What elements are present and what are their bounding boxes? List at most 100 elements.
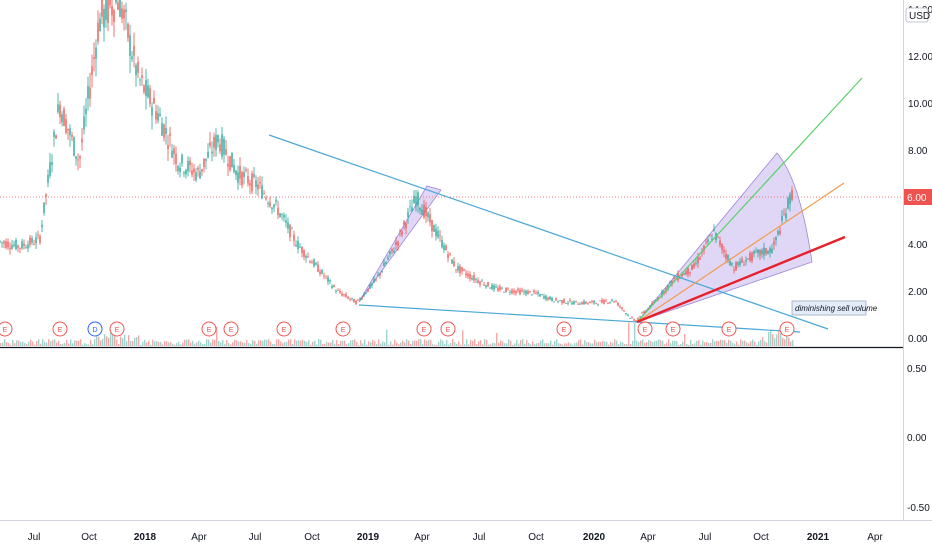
volume-bar xyxy=(134,337,136,346)
candle-body xyxy=(293,234,295,241)
candle-body xyxy=(625,313,627,315)
support-line-red[interactable] xyxy=(636,235,846,324)
volume-bar xyxy=(694,343,696,346)
volume-bar xyxy=(544,343,546,346)
earnings-marker[interactable]: E xyxy=(721,321,737,337)
candle-body xyxy=(531,294,533,296)
currency-label: USD xyxy=(909,11,930,22)
candle-body xyxy=(369,284,371,289)
candle-body xyxy=(615,301,617,303)
volume-bar xyxy=(344,340,346,346)
earnings-marker[interactable]: E xyxy=(0,321,13,337)
candle-body xyxy=(753,251,755,254)
candle-body xyxy=(281,214,283,216)
candle-body xyxy=(115,0,117,3)
pitch-fan-right[interactable] xyxy=(635,152,813,323)
downtrend-line-upper[interactable] xyxy=(268,134,829,330)
earnings-marker[interactable]: E xyxy=(52,321,68,337)
candle-body xyxy=(199,171,201,179)
candle-body xyxy=(567,302,569,304)
candle-body xyxy=(195,172,197,180)
oscillator-axis[interactable]: 0.50 0.00 -0.50 xyxy=(907,364,930,514)
candle-body xyxy=(439,235,441,237)
volume-bar xyxy=(338,343,340,346)
candle-body xyxy=(515,291,517,294)
candle-body xyxy=(507,288,509,290)
volume-bar xyxy=(782,337,784,346)
candle-body xyxy=(105,0,107,21)
earnings-marker[interactable]: E xyxy=(440,321,456,337)
volume-bar xyxy=(324,343,326,346)
candle-body xyxy=(523,291,525,293)
volume-bar xyxy=(18,340,20,346)
candle-body xyxy=(607,303,609,304)
fan-line-green[interactable] xyxy=(636,77,863,323)
volume-bar xyxy=(34,344,36,346)
candle-body xyxy=(205,158,207,161)
volume-bar xyxy=(258,340,260,346)
volume-bar xyxy=(202,343,204,346)
earnings-marker[interactable]: E xyxy=(335,321,351,337)
candle-body xyxy=(349,298,351,300)
current-price-label: 6.00 xyxy=(907,193,927,204)
candle-body xyxy=(421,209,423,215)
candle-body xyxy=(185,169,187,175)
fan-line-orange[interactable] xyxy=(636,182,845,323)
volume-bar xyxy=(386,329,388,346)
volume-bar xyxy=(722,340,724,346)
candle-body xyxy=(187,160,189,172)
volume-bar xyxy=(790,341,792,346)
volume-bar xyxy=(396,342,398,346)
candle-body xyxy=(123,9,125,19)
annotation-box[interactable]: diminishing sell volume xyxy=(791,300,878,316)
candle-body xyxy=(203,158,205,168)
candle-body xyxy=(539,294,541,297)
volume-bar xyxy=(488,344,490,346)
earnings-marker[interactable]: E xyxy=(779,321,795,337)
volume-bar xyxy=(714,341,716,346)
candle-body xyxy=(613,301,615,303)
volume-bar xyxy=(402,340,404,346)
volume-bar xyxy=(252,340,254,346)
volume-bar xyxy=(760,339,762,346)
candle-body xyxy=(545,295,547,300)
volume-bar xyxy=(206,339,208,346)
earnings-marker[interactable]: E xyxy=(416,321,432,337)
earnings-marker[interactable]: E xyxy=(637,321,653,337)
candle-body xyxy=(557,301,559,302)
candle-body xyxy=(465,273,467,276)
earnings-marker[interactable]: E xyxy=(556,321,572,337)
volume-bar xyxy=(448,344,450,346)
volume-bar xyxy=(70,339,72,346)
candle-body xyxy=(141,75,143,78)
candle-body xyxy=(221,134,223,157)
volume-bar xyxy=(406,339,408,346)
earnings-marker[interactable]: E xyxy=(223,321,239,337)
candle-body xyxy=(505,287,507,293)
earnings-marker[interactable]: E xyxy=(665,321,681,337)
y-tick-label: 10.00 xyxy=(908,99,932,110)
pitch-fan-left[interactable] xyxy=(358,185,442,303)
volume-bar xyxy=(686,343,688,346)
volume-bar xyxy=(64,343,66,346)
earnings-marker[interactable]: D xyxy=(87,321,103,337)
volume-bar xyxy=(720,339,722,346)
currency-badge[interactable]: USD xyxy=(905,7,930,23)
volume-bar xyxy=(58,340,60,346)
candle-body xyxy=(41,224,43,228)
earnings-marker[interactable]: E xyxy=(276,321,292,337)
candle-body xyxy=(739,261,741,265)
volume-bar xyxy=(388,344,390,346)
candle-body xyxy=(761,250,763,255)
candle-body xyxy=(59,104,61,118)
time-axis[interactable]: Jul Oct 2018 Apr Jul Oct 2019 Apr Jul Oct 2020 Apr J… xyxy=(28,532,884,543)
volume-bar xyxy=(468,344,470,346)
earnings-marker[interactable]: E xyxy=(201,321,217,337)
earnings-marker[interactable]: E xyxy=(109,321,125,337)
volume-bar xyxy=(464,344,466,346)
volume-bar xyxy=(234,339,236,346)
candle-body xyxy=(447,254,449,259)
